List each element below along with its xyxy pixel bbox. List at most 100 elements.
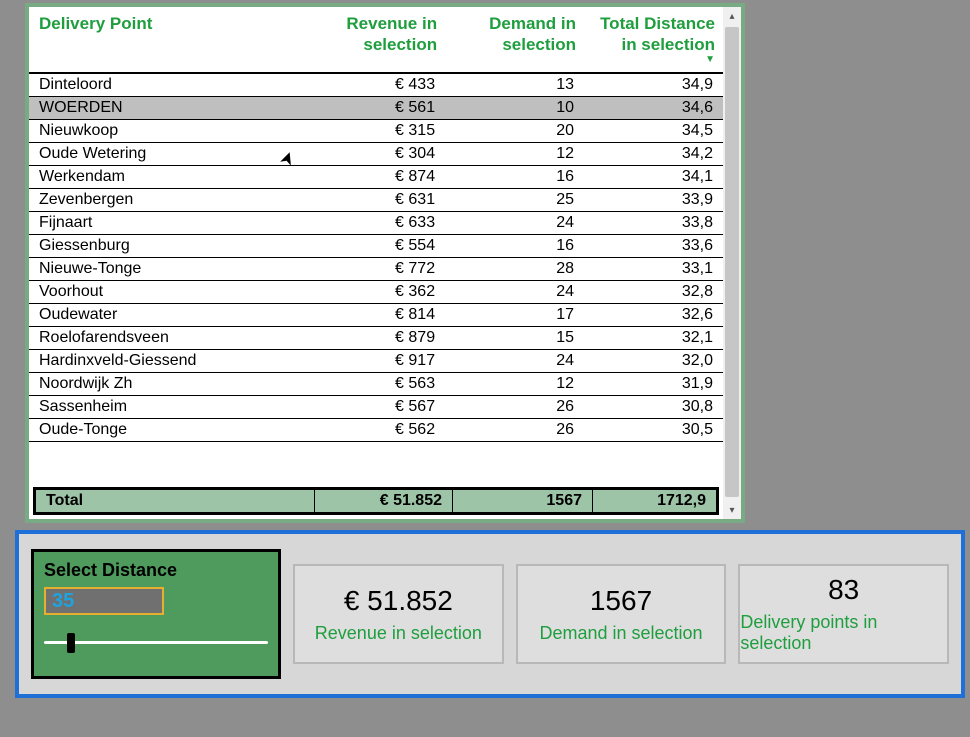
table-cell[interactable]: 34,6: [584, 97, 723, 120]
table-row[interactable]: Zevenbergen€ 6312533,9: [29, 189, 723, 212]
table-cell[interactable]: WOERDEN: [29, 97, 306, 120]
table-cell[interactable]: € 433: [306, 73, 445, 97]
table-cell[interactable]: € 554: [306, 235, 445, 258]
table-header-row: Delivery Point Revenue in selection Dema…: [29, 7, 723, 73]
table-cell[interactable]: € 879: [306, 327, 445, 350]
table-cell[interactable]: 32,8: [584, 281, 723, 304]
table-cell[interactable]: 33,9: [584, 189, 723, 212]
table-cell[interactable]: € 315: [306, 120, 445, 143]
col-header-delivery-point[interactable]: Delivery Point: [29, 7, 306, 73]
table-cell[interactable]: 33,8: [584, 212, 723, 235]
table-cell[interactable]: Voorhout: [29, 281, 306, 304]
table-cell[interactable]: 24: [445, 212, 584, 235]
table-cell[interactable]: 33,1: [584, 258, 723, 281]
total-demand: 1567: [452, 490, 592, 512]
table-cell[interactable]: 34,9: [584, 73, 723, 97]
table-row[interactable]: Nieuwe-Tonge€ 7722833,1: [29, 258, 723, 281]
table-row[interactable]: Nieuwkoop€ 3152034,5: [29, 120, 723, 143]
kpi-revenue-caption: Revenue in selection: [315, 623, 482, 644]
table-row[interactable]: Noordwijk Zh€ 5631231,9: [29, 373, 723, 396]
table-cell[interactable]: Dinteloord: [29, 73, 306, 97]
table-cell[interactable]: 28: [445, 258, 584, 281]
table-cell[interactable]: 15: [445, 327, 584, 350]
table-cell[interactable]: 13: [445, 73, 584, 97]
table-cell[interactable]: 12: [445, 143, 584, 166]
table-cell[interactable]: 16: [445, 235, 584, 258]
table-cell[interactable]: 26: [445, 419, 584, 442]
table-row[interactable]: Oudewater€ 8141732,6: [29, 304, 723, 327]
table-cell[interactable]: 12: [445, 373, 584, 396]
table-cell[interactable]: € 304: [306, 143, 445, 166]
table-cell[interactable]: € 567: [306, 396, 445, 419]
table-cell[interactable]: Oude-Tonge: [29, 419, 306, 442]
table-scrollbar[interactable]: ▴ ▾: [723, 7, 741, 519]
table-cell[interactable]: Werkendam: [29, 166, 306, 189]
table-cell[interactable]: Sassenheim: [29, 396, 306, 419]
table-cell[interactable]: 17: [445, 304, 584, 327]
table-row[interactable]: Roelofarendsveen€ 8791532,1: [29, 327, 723, 350]
table-cell[interactable]: Zevenbergen: [29, 189, 306, 212]
table-cell[interactable]: € 562: [306, 419, 445, 442]
table-row[interactable]: Oude-Tonge€ 5622630,5: [29, 419, 723, 442]
table-cell[interactable]: 34,1: [584, 166, 723, 189]
table-cell[interactable]: Roelofarendsveen: [29, 327, 306, 350]
table-cell[interactable]: € 631: [306, 189, 445, 212]
table-cell[interactable]: 16: [445, 166, 584, 189]
table-cell[interactable]: 24: [445, 281, 584, 304]
table-cell[interactable]: Giessenburg: [29, 235, 306, 258]
table-cell[interactable]: 31,9: [584, 373, 723, 396]
table-row[interactable]: Hardinxveld-Giessend€ 9172432,0: [29, 350, 723, 373]
table-row[interactable]: Sassenheim€ 5672630,8: [29, 396, 723, 419]
table-cell[interactable]: 20: [445, 120, 584, 143]
table-cell[interactable]: Fijnaart: [29, 212, 306, 235]
table-cell[interactable]: 32,0: [584, 350, 723, 373]
table-row[interactable]: Dinteloord€ 4331334,9: [29, 73, 723, 97]
table-cell[interactable]: 32,1: [584, 327, 723, 350]
kpi-points-caption: Delivery points in selection: [740, 612, 947, 654]
table-cell[interactable]: 10: [445, 97, 584, 120]
select-distance-title: Select Distance: [44, 560, 268, 581]
slider-thumb[interactable]: [67, 633, 75, 653]
table-cell[interactable]: Noordwijk Zh: [29, 373, 306, 396]
col-header-demand[interactable]: Demand in selection: [445, 7, 584, 73]
table-cell[interactable]: 34,5: [584, 120, 723, 143]
table-cell[interactable]: € 772: [306, 258, 445, 281]
table-row[interactable]: Fijnaart€ 6332433,8: [29, 212, 723, 235]
table-cell[interactable]: Hardinxveld-Giessend: [29, 350, 306, 373]
table-cell[interactable]: 24: [445, 350, 584, 373]
col-header-distance[interactable]: Total Distance in selection ▼: [584, 7, 723, 73]
total-label: Total: [36, 490, 314, 512]
table-row[interactable]: Voorhout€ 3622432,8: [29, 281, 723, 304]
table-cell[interactable]: € 874: [306, 166, 445, 189]
table-cell[interactable]: 25: [445, 189, 584, 212]
table-cell[interactable]: € 814: [306, 304, 445, 327]
select-distance-slider[interactable]: [44, 633, 268, 653]
col-header-revenue[interactable]: Revenue in selection: [306, 7, 445, 73]
table-row[interactable]: WOERDEN€ 5611034,6: [29, 97, 723, 120]
table-cell[interactable]: 30,8: [584, 396, 723, 419]
dashboard-strip: Select Distance 35 € 51.852 Revenue in s…: [15, 530, 965, 698]
scroll-up-arrow[interactable]: ▴: [723, 7, 741, 25]
table-cell[interactable]: 30,5: [584, 419, 723, 442]
table-cell[interactable]: € 561: [306, 97, 445, 120]
table-cell[interactable]: Nieuwe-Tonge: [29, 258, 306, 281]
table-row[interactable]: Giessenburg€ 5541633,6: [29, 235, 723, 258]
table-cell[interactable]: € 563: [306, 373, 445, 396]
slider-track: [44, 641, 268, 644]
table-cell[interactable]: € 917: [306, 350, 445, 373]
table-cell[interactable]: Nieuwkoop: [29, 120, 306, 143]
table-row[interactable]: Oude Wetering€ 3041234,2: [29, 143, 723, 166]
select-distance-input[interactable]: 35: [44, 587, 164, 615]
table-cell[interactable]: Oude Wetering: [29, 143, 306, 166]
table-cell[interactable]: 26: [445, 396, 584, 419]
table-cell[interactable]: 32,6: [584, 304, 723, 327]
kpi-revenue: € 51.852 Revenue in selection: [293, 564, 504, 664]
table-cell[interactable]: € 633: [306, 212, 445, 235]
table-row[interactable]: Werkendam€ 8741634,1: [29, 166, 723, 189]
scroll-thumb[interactable]: [725, 27, 739, 497]
scroll-down-arrow[interactable]: ▾: [723, 501, 741, 519]
table-cell[interactable]: Oudewater: [29, 304, 306, 327]
table-cell[interactable]: € 362: [306, 281, 445, 304]
table-cell[interactable]: 33,6: [584, 235, 723, 258]
table-cell[interactable]: 34,2: [584, 143, 723, 166]
